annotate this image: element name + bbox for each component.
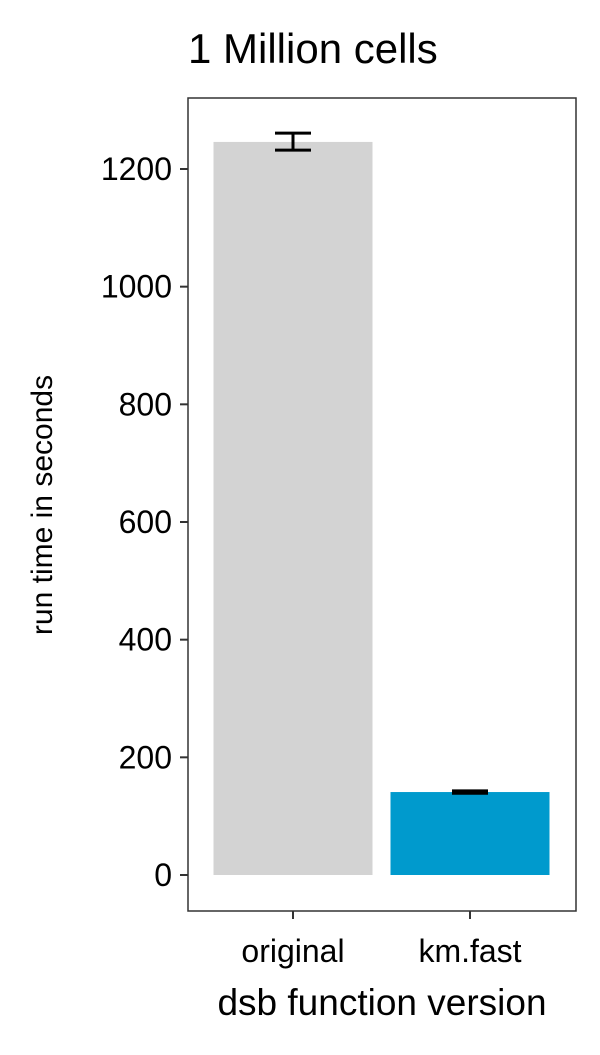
- x-tick-label: original: [241, 933, 344, 969]
- bar-original: [213, 141, 373, 876]
- plot-panel: [187, 97, 577, 912]
- y-tick-label: 1200: [101, 151, 172, 187]
- y-axis-label: run time in seconds: [26, 375, 59, 635]
- y-tick-label: 600: [119, 504, 172, 540]
- y-tick-label: 800: [119, 386, 172, 422]
- bar-km-fast: [390, 792, 550, 875]
- y-tick-label: 0: [154, 857, 172, 893]
- y-tick-label: 1000: [101, 269, 172, 305]
- chart-title: 1 Million cells: [188, 25, 438, 72]
- y-tick-label: 200: [119, 739, 172, 775]
- x-tick-label: km.fast: [418, 933, 521, 969]
- x-axis-label: dsb function version: [217, 982, 546, 1023]
- y-tick-label: 400: [119, 622, 172, 658]
